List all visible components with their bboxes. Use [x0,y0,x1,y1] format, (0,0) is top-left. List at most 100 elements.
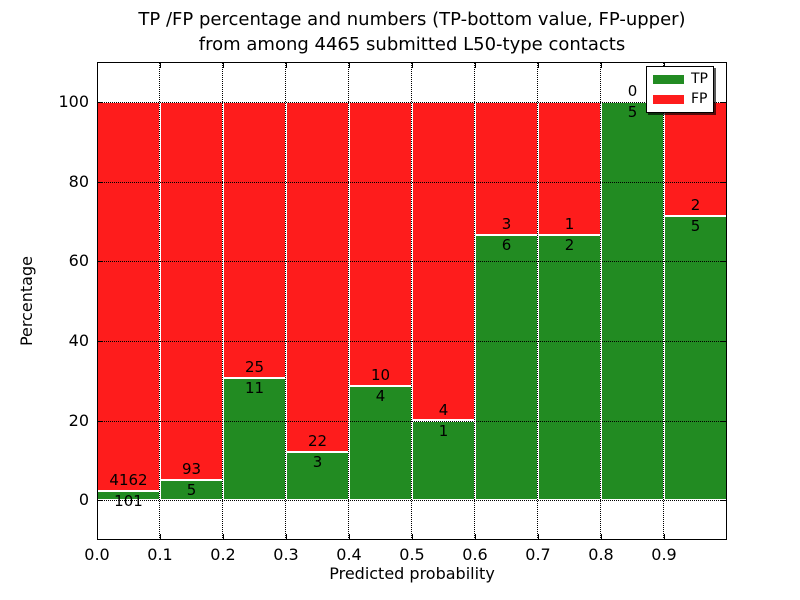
chart-title-line2: from among 4465 submitted L50-type conta… [198,34,626,55]
y-tick-label: 60 [68,251,89,271]
x-gridline [222,62,223,540]
y-gridline [97,261,727,262]
x-gridline [348,62,349,540]
legend-label-tp: TP [691,71,708,87]
y-tick-mark [97,261,103,262]
tp-bar-segment [538,234,601,501]
tp-count-label: 5 [690,216,701,235]
y-gridline [97,102,727,103]
x-axis-label: Predicted probability [329,564,495,583]
plot-area: 4162 101 93 5 25 11 22 3 10 4 4 1 3 6 1 2 0 5 2 5 [97,62,727,540]
x-tick-mark [538,62,539,68]
x-gridline [537,62,538,540]
x-tick-mark [726,534,727,540]
y-tick-label: 100 [58,91,89,111]
x-gridline [600,62,601,540]
x-tick-label: 0.9 [651,545,677,564]
fp-count-label: 25 [244,358,265,377]
y-tick-mark [721,421,727,422]
fp-count-label: 93 [181,459,202,478]
x-tick-label: 0.5 [399,545,425,564]
x-tick-mark [726,62,727,68]
fp-bar-segment [160,101,223,480]
tp-count-label: 5 [186,480,197,499]
y-gridline [97,500,727,501]
x-tick-label: 0.6 [462,545,488,564]
fp-bar-segment [475,101,538,235]
x-tick-label: 0.4 [336,545,362,564]
legend-swatch-tp-icon [653,74,684,84]
x-tick-label: 0.3 [273,545,299,564]
x-tick-mark [412,534,413,540]
chart-title-line1: TP /FP percentage and numbers (TP-bottom… [138,9,686,30]
y-tick-mark [97,341,103,342]
fp-bar-segment [349,101,412,387]
x-tick-mark [664,534,665,540]
legend: TP FP [646,66,714,113]
y-tick-mark [721,341,727,342]
x-tick-mark [412,62,413,68]
fp-bar-segment [664,101,727,216]
y-gridline [97,341,727,342]
x-gridline [663,62,664,540]
fp-count-label: 4 [438,400,449,419]
x-tick-label: 0.1 [147,545,173,564]
chart-title: TP /FP percentage and numbers (TP-bottom… [97,7,727,57]
tp-count-label: 1 [438,421,449,440]
legend-item-fp: FP [653,91,708,107]
y-tick-mark [721,182,727,183]
fp-count-label: 2 [690,195,701,214]
x-tick-mark [223,62,224,68]
x-tick-mark [601,62,602,68]
legend-swatch-fp-icon [653,94,684,104]
x-tick-mark [223,534,224,540]
tp-count-label: 5 [627,102,638,121]
x-tick-label: 0.0 [84,545,110,564]
x-tick-mark [664,62,665,68]
fp-count-label: 3 [501,214,512,233]
y-tick-mark [721,102,727,103]
y-tick-mark [721,261,727,262]
fp-bar-segment [97,101,160,491]
x-tick-mark [97,534,98,540]
fp-bar-segment [286,101,349,453]
tp-count-label: 101 [114,491,143,510]
fp-count-label: 1 [564,214,575,233]
x-tick-mark [286,534,287,540]
x-gridline [285,62,286,540]
x-tick-mark [349,534,350,540]
legend-item-tp: TP [653,71,708,87]
x-tick-mark [160,534,161,540]
x-gridline [159,62,160,540]
y-tick-label: 80 [68,171,89,191]
x-tick-mark [601,534,602,540]
y-tick-label: 20 [68,410,89,430]
tp-bar-segment [475,234,538,501]
fp-bar-segment [223,101,286,379]
x-gridline [411,62,412,540]
x-tick-mark [286,62,287,68]
fp-count-label: 4162 [109,470,148,489]
tp-count-label: 4 [375,387,386,406]
x-gridline [474,62,475,540]
x-tick-mark [475,534,476,540]
y-tick-label: 0 [78,490,89,510]
y-tick-label: 40 [68,330,89,350]
y-gridline [97,182,727,183]
x-tick-mark [475,62,476,68]
tp-bar-segment [412,420,475,501]
legend-label-fp: FP [691,91,708,107]
x-tick-mark [349,62,350,68]
x-tick-mark [538,534,539,540]
fp-count-label: 0 [627,81,638,100]
y-tick-mark [97,500,103,501]
fp-count-label: 10 [370,366,391,385]
x-tick-label: 0.8 [588,545,614,564]
tp-bar-segment [664,215,727,501]
y-tick-mark [97,182,103,183]
x-tick-mark [160,62,161,68]
tp-count-label: 2 [564,235,575,254]
x-tick-mark [97,62,98,68]
x-tick-label: 0.2 [210,545,236,564]
